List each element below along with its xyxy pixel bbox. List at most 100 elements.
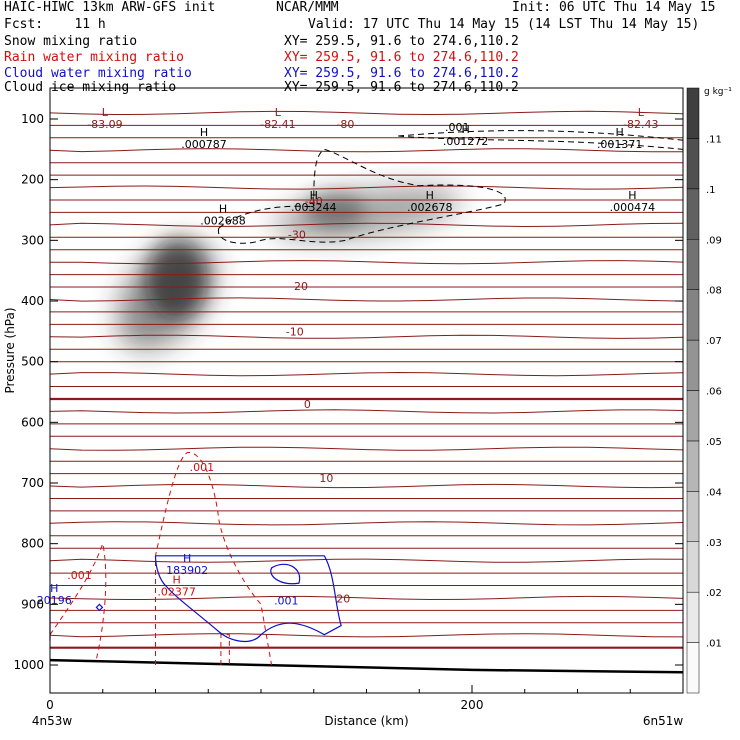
extremum-value: .002688: [200, 214, 246, 227]
colorbar-cell: [686, 339, 700, 391]
field-label-cloudwater: Cloud water mixing ratio: [4, 66, 192, 81]
isotherm-line: [49, 222, 684, 228]
isotherm-line: [49, 558, 684, 563]
extremum-value: .000787: [181, 138, 227, 151]
colorbar-cell: [686, 491, 700, 543]
extremum-value: -82.41: [260, 118, 295, 131]
isotherm-line: [49, 446, 684, 451]
y-axis-label: Pressure (hPa): [3, 307, 17, 393]
field-label-snow: Snow mixing ratio: [4, 34, 138, 49]
colorbar-tick-label: .03: [706, 538, 722, 549]
snow-shade-band-max: [304, 192, 365, 229]
extremum-value: -82.43: [623, 118, 658, 131]
org-label: NCAR/MMM: [276, 0, 339, 15]
isotherm-line: [49, 148, 683, 153]
extremum-marker: H: [219, 202, 227, 215]
y-tick-label: 300: [21, 233, 44, 247]
forecast-hour: Fcst: 11 h: [4, 17, 106, 32]
extremum-value: .000474: [610, 201, 656, 214]
colorbar-tick-label: .06: [706, 387, 722, 398]
plot-title: HAIC-HIWC 13km ARW-GFS init: [4, 0, 216, 15]
isotherm-label: -30: [288, 228, 306, 241]
surface-pressure-line: [49, 658, 684, 674]
colorbar-cell: [686, 138, 700, 190]
y-tick-label: 200: [21, 173, 44, 187]
isotherm-line: [49, 521, 684, 526]
colorbar-tick-label: .02: [706, 588, 722, 599]
isotherm-line: [49, 409, 684, 414]
colorbar-tick-label: .11: [706, 134, 722, 145]
cloud-water-contour-inner: [270, 563, 301, 585]
colorbar-tick-label: .07: [706, 336, 722, 347]
extremum-marker: H: [200, 126, 208, 139]
isotherm-label: -10: [286, 325, 304, 338]
valid-time: Valid: 17 UTC Thu 14 May 15 (14 LST Thu …: [308, 17, 700, 32]
isotherm-line: [49, 185, 684, 190]
rain-contour-small: [220, 634, 230, 666]
extremum-marker: H: [183, 552, 191, 565]
y-tick-label: 900: [21, 597, 44, 611]
plot-labels: -80-40-30-20-1001020L-83.09L-82.41L-82.4…: [37, 106, 659, 607]
isotherm-line: [49, 260, 684, 265]
colorbar-cell: [686, 87, 700, 139]
field-label-rain: Rain water mixing ratio: [4, 50, 185, 65]
extremum-value: .001272: [443, 135, 489, 148]
contour-label: .001: [445, 121, 470, 134]
y-tick-label: 500: [21, 355, 44, 369]
isotherm-line: [49, 633, 684, 638]
extremum-marker: H: [616, 126, 624, 139]
rain-contour: [155, 452, 273, 666]
isotherm-label: 0: [304, 398, 311, 411]
colorbar-tick-label: .05: [706, 437, 722, 448]
contour-label: .001: [67, 569, 92, 582]
snow-shade-max: [146, 239, 207, 320]
isotherm-lines: [49, 110, 684, 649]
extremum-value: .002678: [407, 201, 453, 214]
field-xy-rain: XY= 259.5, 91.6 to 274.6,110.2: [284, 50, 519, 65]
field-xy-cloudwater: XY= 259.5, 91.6 to 274.6,110.2: [284, 66, 519, 81]
isotherm-label: -40: [305, 195, 323, 208]
colorbar-tick-label: .01: [706, 639, 722, 650]
colorbar: .01 .02 .03 .04 .05 .06 .07 .08 .09 .1 .11 g kg⁻¹: [686, 87, 732, 694]
cloud-ice-contour: [218, 148, 506, 244]
extremum-value: -83.09: [87, 118, 122, 131]
plot-frame: [49, 87, 684, 694]
extremum-marker: H: [172, 574, 180, 587]
isotherm-line: [49, 371, 684, 377]
cloud-water-contour: [154, 555, 342, 643]
extremum-marker: H: [50, 582, 58, 595]
y-tick-label: 1000: [13, 658, 44, 672]
colorbar-tick-label: .04: [706, 487, 722, 498]
colorbar-tick-label: .08: [706, 286, 722, 297]
x-axis-label: Distance (km): [324, 714, 408, 728]
x-tick-label: 0: [46, 698, 54, 712]
isotherm-label: -80: [336, 118, 354, 131]
isotherm-line: [49, 297, 684, 302]
contour-label: .001: [274, 594, 299, 607]
extremum-marker: H: [310, 189, 318, 202]
colorbar-cell: [686, 390, 700, 442]
isotherm-line: [49, 483, 684, 489]
extremum-value: 20196: [37, 594, 72, 607]
extremum-marker: H: [628, 189, 636, 202]
colorbar-tick-label: .09: [706, 235, 722, 246]
isotherm-label: -20: [290, 280, 308, 293]
endpoint-left: 4n53w: [32, 714, 73, 728]
contour-label: .001: [190, 461, 215, 474]
colorbar-cell: [686, 541, 700, 593]
colorbar-cell: [686, 591, 700, 643]
colorbar-cell: [686, 440, 700, 492]
extremum-value: .001371: [597, 138, 643, 151]
colorbar-cell: [686, 289, 700, 341]
x-tick-label: 200: [461, 698, 484, 712]
isotherm-line: [49, 110, 684, 116]
extremum-marker: L: [102, 106, 109, 119]
isotherm-line: [49, 595, 684, 601]
colorbar-cell: [686, 188, 700, 240]
y-tick-label: 600: [21, 415, 44, 429]
extremum-marker: L: [638, 106, 645, 119]
mixing-ratio-contours: [49, 130, 684, 674]
extremum-marker: H: [426, 189, 434, 202]
